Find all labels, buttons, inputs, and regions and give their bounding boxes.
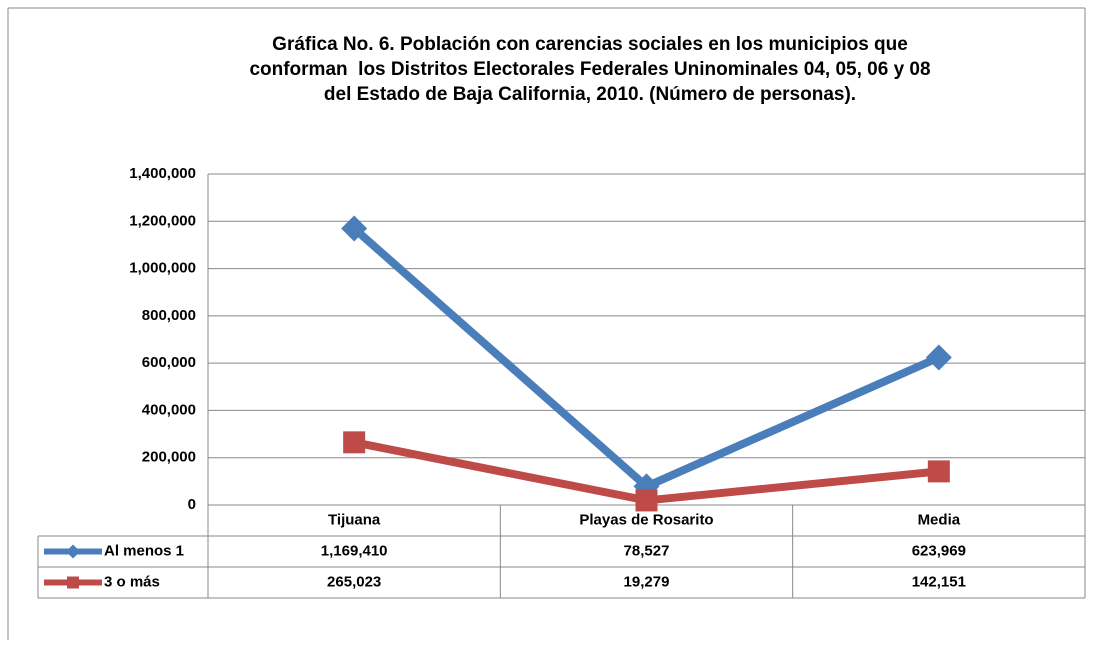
x-tick-label: Media xyxy=(918,511,961,528)
series-line xyxy=(351,225,941,491)
y-tick-label: 800,000 xyxy=(142,307,196,324)
y-tick-label: 1,400,000 xyxy=(129,165,196,182)
y-tick-label: 1,200,000 xyxy=(129,212,196,229)
y-tick-label: 600,000 xyxy=(142,354,196,371)
legend-label: 3 o más xyxy=(104,573,160,590)
chart-title: conforman los Distritos Electorales Fede… xyxy=(249,59,930,80)
data-point xyxy=(341,215,368,242)
data-point xyxy=(925,344,952,371)
data-point xyxy=(343,431,366,454)
legend-marker xyxy=(67,576,79,589)
y-tick-label: 200,000 xyxy=(142,449,196,466)
y-tick-label: 400,000 xyxy=(142,401,196,418)
table-value: 623,969 xyxy=(912,542,966,559)
data-point xyxy=(635,489,658,512)
table-value: 78,527 xyxy=(624,542,670,559)
x-tick-label: Playas de Rosarito xyxy=(579,511,713,528)
y-tick-label: 0 xyxy=(188,496,196,513)
y-tick-label: 1,000,000 xyxy=(129,260,196,277)
chart-title: del Estado de Baja California, 2010. (Nú… xyxy=(324,84,856,105)
table-value: 1,169,410 xyxy=(321,542,388,559)
legend-label: Al menos 1 xyxy=(104,542,184,559)
chart-title: Gráfica No. 6. Población con carencias s… xyxy=(272,34,908,55)
data-point xyxy=(927,460,950,483)
legend-marker xyxy=(66,544,80,559)
x-tick-label: Tijuana xyxy=(328,511,381,528)
table-value: 19,279 xyxy=(624,573,670,590)
table-value: 265,023 xyxy=(327,573,381,590)
table-value: 142,151 xyxy=(912,573,966,590)
